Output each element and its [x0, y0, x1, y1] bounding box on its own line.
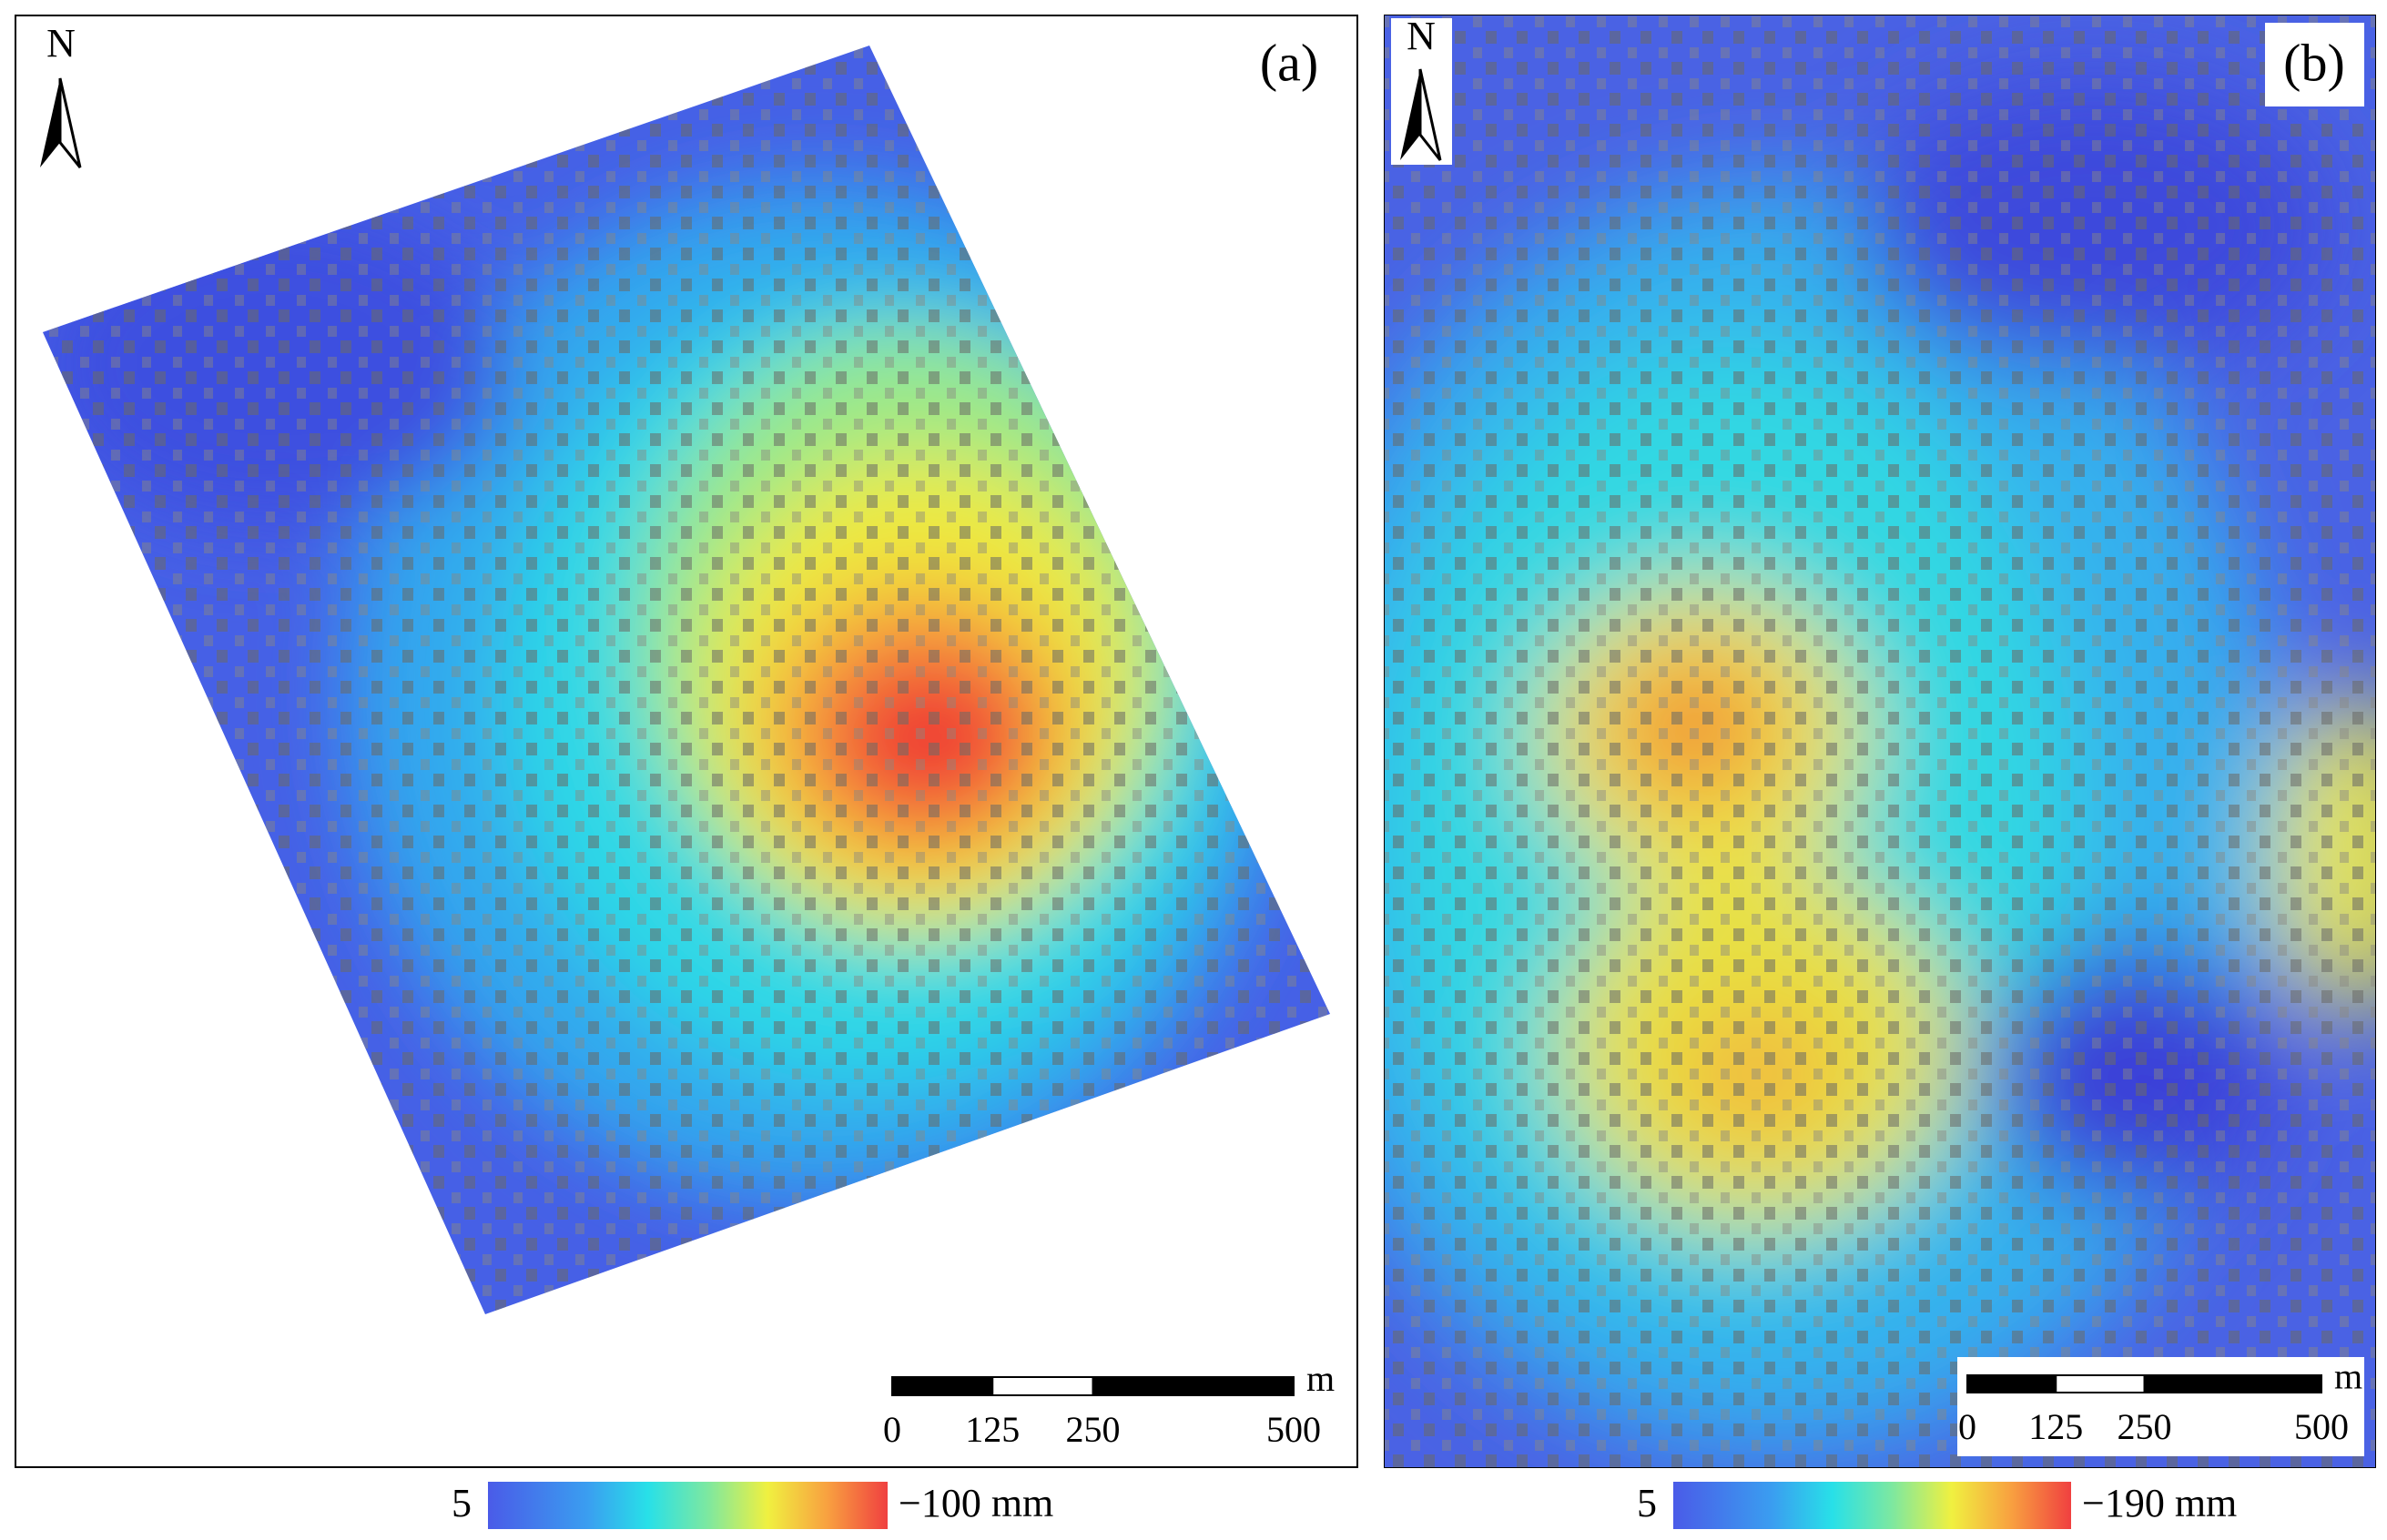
- scale-unit: m: [2334, 1356, 2362, 1397]
- scale-segment: [1092, 1376, 1295, 1396]
- deformation-map: [1385, 15, 2375, 1467]
- scale-label: 0: [1958, 1406, 1976, 1447]
- colorbar-label: −190 mm: [2082, 1481, 2237, 1525]
- scale-segment: [2143, 1374, 2322, 1393]
- scale-label: 125: [2028, 1406, 2083, 1447]
- colorbar: [488, 1482, 888, 1529]
- scale-segment: [891, 1376, 994, 1396]
- scale-segment: [991, 1376, 1094, 1396]
- colorbar-label: 5: [452, 1481, 472, 1525]
- colorbar-label: −100 mm: [899, 1481, 1053, 1525]
- colorbar-label: 5: [1637, 1481, 1657, 1525]
- north-label: N: [46, 21, 76, 66]
- colorbar: [1673, 1482, 2071, 1529]
- scale-label: 500: [1266, 1409, 1321, 1450]
- scale-label: 125: [965, 1409, 1020, 1450]
- north-arrow: [40, 78, 60, 167]
- scale-label: 250: [1066, 1409, 1121, 1450]
- north-arrow: [1418, 68, 1442, 161]
- north-arrow: [58, 77, 82, 168]
- panel-label: (b): [2283, 33, 2345, 92]
- label-box: [2265, 23, 2364, 106]
- scale-box: [1957, 1357, 2364, 1456]
- scale-segment: [2055, 1374, 2146, 1393]
- scale-label: 250: [2118, 1406, 2172, 1447]
- north-label: N: [1407, 14, 1436, 58]
- scale-unit: m: [1306, 1358, 1335, 1399]
- panel-label: (a): [1260, 33, 1318, 92]
- scale-segment: [1966, 1374, 2057, 1393]
- scale-label: 500: [2294, 1406, 2349, 1447]
- scale-label: 0: [883, 1409, 901, 1450]
- north-arrow: [1400, 69, 1420, 160]
